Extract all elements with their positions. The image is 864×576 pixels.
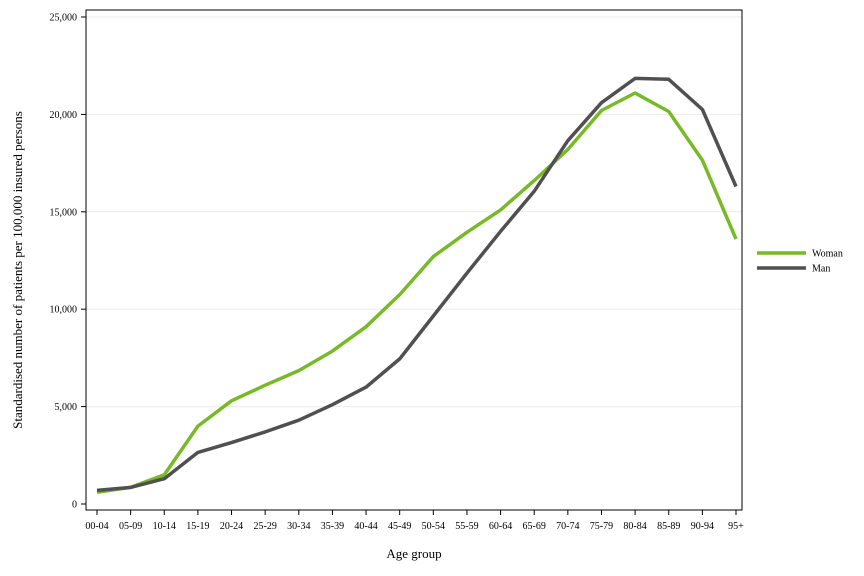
series-line-man bbox=[96, 76, 738, 493]
x-tick-label: 20-24 bbox=[220, 521, 243, 532]
y-tick-label: 0 bbox=[72, 500, 77, 511]
x-tick-label: 40-44 bbox=[354, 521, 377, 532]
x-tick-label: 90-94 bbox=[691, 521, 714, 532]
x-tick-label: 25-29 bbox=[253, 521, 276, 532]
x-axis-title: Age group bbox=[386, 546, 441, 561]
x-tick-label: 60-64 bbox=[489, 521, 512, 532]
legend: Woman Man bbox=[757, 249, 843, 275]
x-tick-label: 95+ bbox=[728, 521, 744, 532]
y-tick-label: 5,000 bbox=[55, 402, 78, 413]
y-axis: 0 5,000 10,000 15,000 20,000 25,000 bbox=[50, 13, 86, 511]
x-tick-label: 70-74 bbox=[556, 521, 579, 532]
x-tick-label: 55-59 bbox=[455, 521, 478, 532]
x-tick-label: 10-14 bbox=[153, 521, 176, 532]
x-tick-label: 85-89 bbox=[657, 521, 680, 532]
x-tick-label: 05-09 bbox=[119, 521, 142, 532]
legend-label-man: Man bbox=[812, 264, 830, 275]
gridlines bbox=[86, 16, 742, 408]
x-tick-label: 30-34 bbox=[287, 521, 310, 532]
series-line-woman bbox=[96, 91, 738, 495]
x-tick-label: 75-79 bbox=[590, 521, 613, 532]
y-tick-label: 15,000 bbox=[50, 207, 78, 218]
x-tick-label: 45-49 bbox=[388, 521, 411, 532]
x-tick-label: 35-39 bbox=[321, 521, 344, 532]
x-tick-label: 65-69 bbox=[523, 521, 546, 532]
y-tick-label: 25,000 bbox=[50, 13, 78, 24]
x-tick-label: 80-84 bbox=[623, 521, 646, 532]
x-tick-label: 50-54 bbox=[422, 521, 445, 532]
y-tick-label: 20,000 bbox=[50, 110, 78, 121]
legend-label-woman: Woman bbox=[812, 249, 843, 260]
x-tick-label: 00-04 bbox=[85, 521, 108, 532]
plot-frame bbox=[85, 9, 743, 511]
x-axis: 00-04 05-09 10-14 15-19 20-24 25-29 30-34 35-39… bbox=[85, 510, 744, 532]
x-tick-label: 15-19 bbox=[186, 521, 209, 532]
series-lines bbox=[96, 76, 738, 495]
y-tick-label: 10,000 bbox=[50, 305, 78, 316]
y-axis-title: Standardised number of patients per 100,… bbox=[10, 111, 25, 429]
